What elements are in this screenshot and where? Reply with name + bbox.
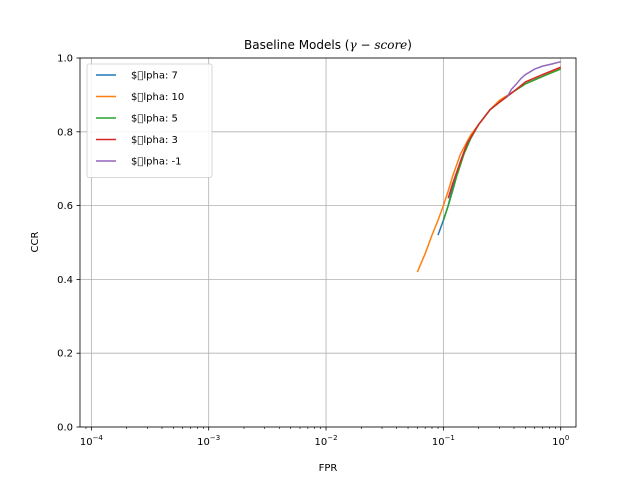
legend-label-4: $ lpha: -1 <box>131 157 181 168</box>
y-axis-label: CCR <box>30 231 41 252</box>
legend-label-0: $ lpha: 7 <box>131 71 178 82</box>
series-lines <box>416 60 562 273</box>
x-axis-label: FPR <box>319 463 338 474</box>
x-tick-label: 10−4 <box>80 434 104 448</box>
x-tick-label-exponent: −2 <box>327 434 337 442</box>
x-tick-label-base: 10 <box>432 437 445 448</box>
x-tick-label: 10−2 <box>315 434 338 448</box>
x-tick-label-exponent: 0 <box>565 434 569 442</box>
y-tick-label: 0.8 <box>57 127 73 138</box>
legend-label-2: $ lpha: 5 <box>131 114 178 125</box>
legend: $ lpha: 7 $ lpha: 10 $ lpha: 5 $ lpha: 3 $ l… <box>86 63 213 178</box>
x-tick-label-exponent: −4 <box>93 434 104 442</box>
legend-label-1: $ lpha: 10 <box>131 92 184 103</box>
x-tick-label: 10−1 <box>432 434 455 448</box>
x-tick-label-exponent: −1 <box>445 434 455 442</box>
series-line-3 <box>447 66 561 199</box>
x-tick-label: 100 <box>552 434 569 448</box>
legend-box <box>86 63 213 178</box>
chart-title-math: γ − score <box>349 38 407 52</box>
chart-title: Baseline Models (γ − score) <box>244 38 412 52</box>
y-tick-label: 0.4 <box>57 275 73 286</box>
y-tick-label: 1.0 <box>57 54 73 65</box>
chart-title-main: Baseline Models ( <box>244 38 349 52</box>
chart-title-close: ) <box>407 38 412 52</box>
x-tick-label-base: 10 <box>552 437 565 448</box>
legend-label-3: $ lpha: 3 <box>131 135 178 146</box>
x-tick-label: 10−3 <box>197 434 220 448</box>
x-tick-label-base: 10 <box>197 437 210 448</box>
x-tick-label-exponent: −3 <box>210 434 220 442</box>
series-line-4 <box>506 60 561 98</box>
x-tick-label-base: 10 <box>315 437 328 448</box>
y-tick-label: 0.0 <box>57 423 73 434</box>
x-tick-label-base: 10 <box>80 437 93 448</box>
y-tick-label: 0.6 <box>57 201 73 212</box>
plot-frame <box>79 57 577 428</box>
y-tick-label: 0.2 <box>57 349 73 360</box>
